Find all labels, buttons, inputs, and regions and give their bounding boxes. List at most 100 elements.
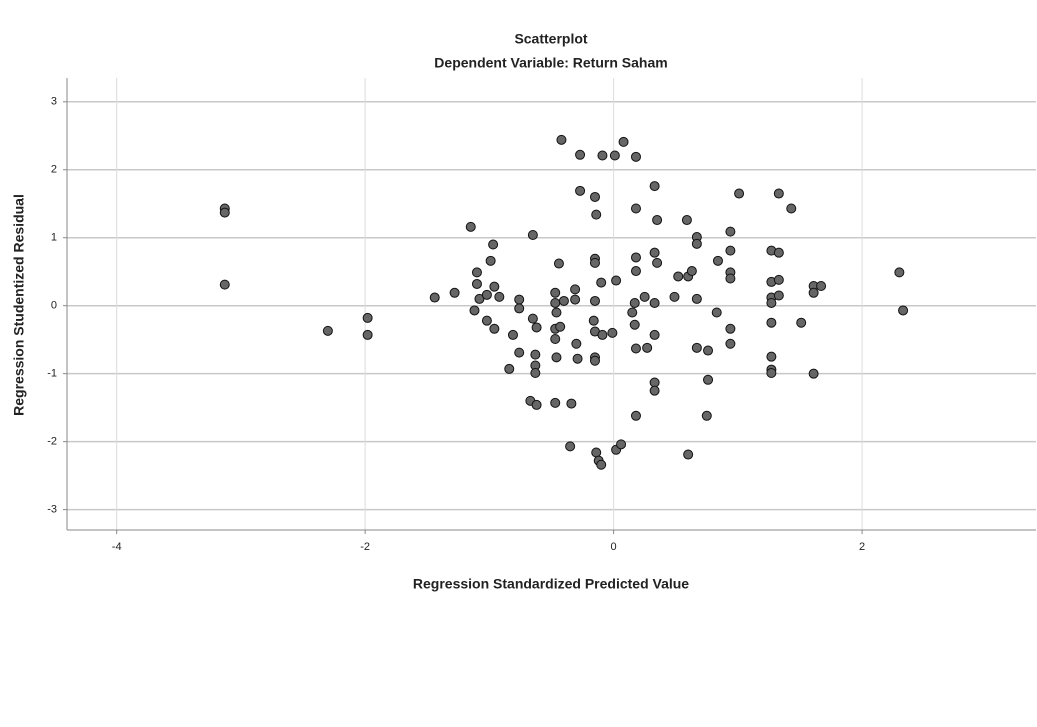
point: [589, 191, 600, 202]
point: [530, 349, 541, 360]
y-tick-label: 3: [51, 96, 57, 108]
point: [630, 266, 641, 277]
point: [808, 287, 819, 298]
point: [725, 245, 736, 256]
point: [642, 342, 653, 353]
point: [514, 294, 525, 305]
point: [597, 150, 608, 161]
point: [618, 136, 629, 147]
x-tick-label: -2: [360, 541, 370, 553]
point: [596, 459, 607, 470]
point: [898, 305, 909, 316]
point: [481, 315, 492, 326]
point: [630, 151, 641, 162]
point: [816, 280, 827, 291]
point: [572, 353, 583, 364]
point: [786, 203, 797, 214]
point: [550, 287, 561, 298]
point: [691, 342, 702, 353]
point: [570, 294, 581, 305]
point: [558, 295, 569, 306]
point: [507, 329, 518, 340]
point: [589, 257, 600, 268]
point: [527, 230, 538, 241]
point: [683, 449, 694, 460]
point: [550, 397, 561, 408]
point: [894, 267, 905, 278]
point: [481, 289, 492, 300]
point: [469, 305, 480, 316]
point: [652, 257, 663, 268]
point: [362, 329, 373, 340]
point: [219, 207, 230, 218]
point: [474, 293, 485, 304]
point: [555, 321, 566, 332]
point: [550, 297, 561, 308]
point: [734, 188, 745, 199]
point: [597, 329, 608, 340]
point: [609, 150, 620, 161]
point: [575, 185, 586, 196]
point: [629, 319, 640, 330]
point: [725, 323, 736, 334]
y-tick-label: -2: [47, 436, 57, 448]
point: [589, 295, 600, 306]
point: [766, 367, 777, 378]
chart-title: Scatterplot: [514, 31, 587, 47]
point: [531, 322, 542, 333]
point: [527, 313, 538, 324]
point: [681, 215, 692, 226]
point: [669, 291, 680, 302]
point: [711, 307, 722, 318]
point: [630, 343, 641, 354]
point: [630, 410, 641, 421]
point: [703, 374, 714, 385]
point: [575, 149, 586, 160]
point: [639, 291, 650, 302]
point: [808, 368, 819, 379]
point: [725, 226, 736, 237]
point: [725, 273, 736, 284]
point: [514, 347, 525, 358]
y-tick-label: 1: [51, 232, 57, 244]
x-tick-label: -4: [112, 541, 122, 553]
point: [570, 284, 581, 295]
point: [591, 209, 602, 220]
point: [471, 278, 482, 289]
point: [630, 252, 641, 263]
point: [571, 338, 582, 349]
point: [565, 441, 576, 452]
point: [514, 303, 525, 314]
x-tick-label: 0: [611, 541, 617, 553]
point: [550, 334, 561, 345]
point: [725, 338, 736, 349]
point: [686, 266, 697, 277]
point: [566, 398, 577, 409]
x-tick-label: 2: [859, 541, 865, 553]
point: [449, 287, 460, 298]
point: [766, 317, 777, 328]
point: [649, 181, 660, 192]
point: [322, 325, 333, 336]
point: [551, 352, 562, 363]
point: [766, 351, 777, 362]
point: [489, 323, 500, 334]
point: [465, 221, 476, 232]
point: [773, 290, 784, 301]
y-axis-label: Regression Studentized Residual: [11, 194, 27, 416]
point: [691, 238, 702, 249]
point: [773, 188, 784, 199]
point: [362, 312, 373, 323]
point: [630, 203, 641, 214]
point: [471, 267, 482, 278]
chart-subtitle: Dependent Variable: Return Saham: [434, 55, 667, 71]
point: [596, 277, 607, 288]
point: [591, 447, 602, 458]
point: [766, 297, 777, 308]
point: [553, 258, 564, 269]
point: [488, 239, 499, 250]
point: [773, 247, 784, 258]
point: [712, 255, 723, 266]
